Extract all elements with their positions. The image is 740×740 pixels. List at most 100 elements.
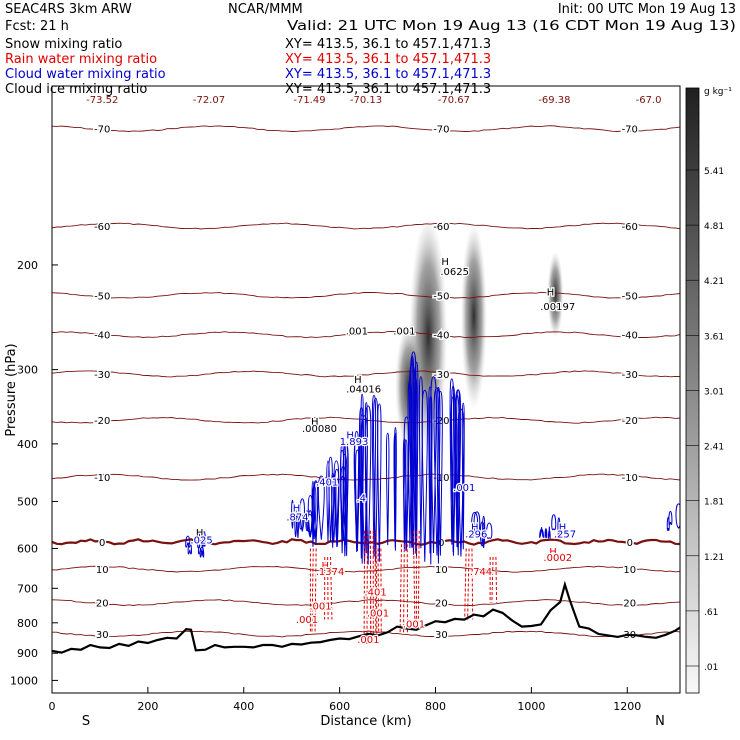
isotherm-label: 0 — [438, 538, 444, 549]
extremum-label: H — [441, 257, 449, 268]
header-valid-time: Valid: 21 UTC Mon 19 Aug 13 (16 CDT Mon … — [287, 19, 736, 34]
header-init-time: Init: 00 UTC Mon 19 Aug 13 — [558, 2, 736, 17]
extremum-label: H — [321, 561, 329, 572]
y-tick-label: 200 — [17, 259, 38, 272]
isotherm-label: 20 — [96, 599, 109, 610]
cloud-water-contour — [486, 522, 493, 539]
isotherm-label: 0 — [627, 538, 633, 549]
isotherm-label: 30 — [435, 630, 448, 641]
isotherm--70 — [52, 125, 680, 132]
endpoint-right-label: N — [655, 714, 665, 729]
isotherm-label: -40 — [433, 331, 449, 342]
cloud-water-contour — [681, 518, 685, 528]
colorbar-unit: g kg⁻¹ — [704, 87, 732, 97]
cloud-water-contour — [197, 543, 204, 555]
cloud-water-contour — [473, 511, 481, 539]
snow-plume — [460, 222, 487, 410]
cloud-water-contour — [410, 356, 414, 548]
isotherm--40 — [52, 331, 680, 339]
isotherm-10 — [52, 565, 680, 573]
cloud-water-contour — [394, 427, 397, 551]
extremum-label: .0625 — [440, 267, 469, 278]
field-label-cloud-water: Cloud water mixing ratio — [5, 67, 166, 82]
colorbar-tick-label: .01 — [704, 663, 718, 673]
colorbar-tick-label: 3.01 — [704, 387, 724, 397]
extremum-label: .257 — [554, 530, 576, 541]
terrain-line — [52, 580, 680, 654]
colorbar-tick-label: 1.21 — [704, 553, 724, 563]
extremum-label: .001 — [403, 620, 425, 631]
extremum-label: .4 — [356, 493, 366, 504]
cloud-water-contour — [668, 510, 673, 525]
isotherm-label: -20 — [94, 416, 110, 427]
extremum-label: H — [293, 504, 301, 515]
isotherm-label: -50 — [622, 291, 638, 302]
top-contour-label: -70.67 — [438, 95, 470, 106]
isotherm-label: -50 — [94, 291, 110, 302]
cloud-water-contour — [359, 406, 364, 559]
cloud-water-contour — [340, 449, 345, 545]
extremum-label: H — [311, 417, 319, 428]
extremum-label: .001 — [367, 608, 389, 619]
isotherm-label: -50 — [433, 291, 449, 302]
rain-water-contour — [330, 556, 333, 620]
cloud-water-contour — [402, 438, 406, 550]
isotherm-label: -70 — [94, 125, 110, 136]
isotherm-label: -40 — [622, 331, 638, 342]
y-tick-label: 300 — [17, 364, 38, 377]
field-xy-rain: XY= 413.5, 36.1 to 457.1,471.3 — [285, 52, 491, 67]
y-axis-label: Pressure (hPa) — [4, 343, 19, 436]
cloud-water-contour — [354, 430, 360, 552]
field-label-cloud-ice: Cloud ice mixing ratio — [5, 82, 147, 97]
cloud-water-contour — [311, 480, 315, 547]
contour-labels: H.025H.874H.00080H1.893.401H.04016.001.0… — [189, 256, 577, 648]
cloud-water-contour — [421, 389, 429, 562]
extremum-label: .00197 — [540, 302, 575, 313]
cloud-water-contour — [471, 511, 479, 537]
y-tick-label: 900 — [17, 647, 38, 660]
cloud-water-contour — [294, 510, 297, 538]
isotherm-label: 20 — [623, 599, 636, 610]
extremum-label: .025 — [190, 535, 212, 546]
colorbar-tick-label: 3.61 — [704, 332, 724, 342]
isotherm--30 — [52, 370, 680, 378]
top-contour-label: -69.38 — [538, 95, 570, 106]
isotherm-label: -60 — [94, 222, 110, 233]
rain-water-contour — [495, 556, 498, 603]
x-tick-label: 0 — [49, 700, 56, 713]
cloud-water-contour — [291, 499, 294, 529]
x-axis-label: Distance (km) — [320, 714, 411, 729]
cloud-water-contour — [393, 434, 397, 542]
extremum-label: .296 — [465, 530, 487, 541]
extremum-label: H — [471, 523, 479, 534]
rain-water-contour — [374, 548, 377, 633]
cloud-water-contour — [456, 389, 461, 556]
extremum-label: H — [196, 528, 204, 539]
y-tick-label: 800 — [17, 617, 38, 630]
extremum-label: .1374 — [316, 567, 345, 578]
isotherm--50 — [52, 291, 680, 299]
extremum-label: 1.893 — [340, 437, 369, 448]
cloud-water-contour — [548, 526, 551, 539]
rain-water-contour — [375, 530, 378, 645]
isotherm-30 — [52, 630, 680, 638]
cloud-water-contour — [551, 514, 557, 531]
extremum-label: H — [549, 547, 557, 558]
y-tick-label: 500 — [17, 495, 38, 508]
isotherm-label: -70 — [622, 125, 638, 136]
cloud-water-contour — [334, 468, 340, 547]
cloud-water-contour — [343, 443, 349, 545]
header-center-label: NCAR/MMM — [228, 2, 303, 17]
cloud-water-contour — [305, 510, 309, 532]
x-tick-label: 800 — [425, 700, 446, 713]
endpoint-left-label: S — [82, 714, 90, 729]
cloud-water-contour — [479, 521, 485, 547]
field-xy-cloud-water: XY= 413.5, 36.1 to 457.1,471.3 — [285, 67, 491, 82]
cloud-water-contour — [377, 403, 382, 562]
extremum-label: .001 — [357, 635, 379, 646]
isotherm-label: -30 — [94, 370, 110, 381]
axes: 0 200 400 600 800 1000 12002003004005006007008… — [10, 259, 641, 713]
colorbar-tick-label: 4.21 — [704, 277, 724, 287]
rain-water-contour — [314, 548, 317, 633]
extremum-label: H — [346, 431, 354, 442]
